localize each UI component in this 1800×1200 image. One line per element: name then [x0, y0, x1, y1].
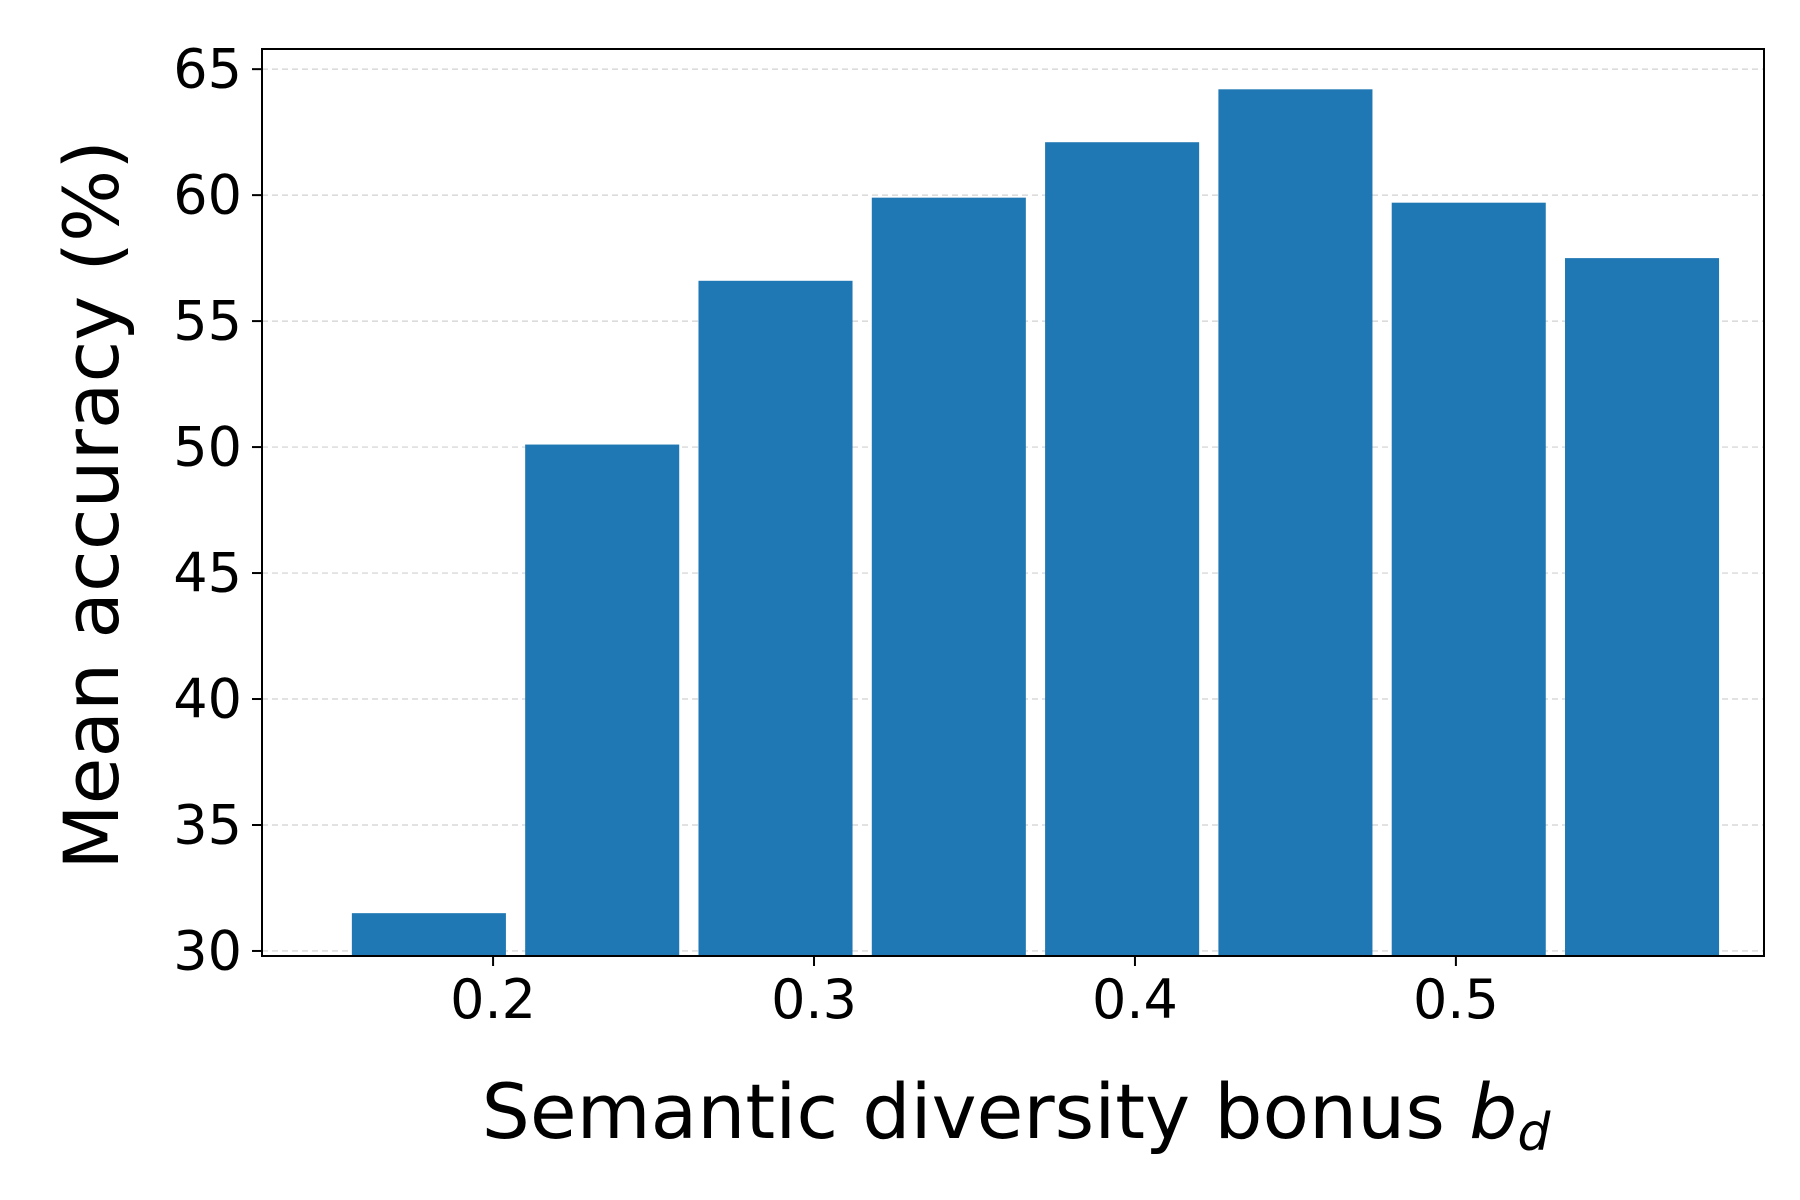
- bar: [525, 444, 680, 956]
- y-tick-label: 50: [173, 416, 242, 479]
- x-tick-label: 0.4: [1092, 968, 1178, 1031]
- y-tick-label: 30: [173, 919, 242, 982]
- x-tick-label: 0.5: [1413, 968, 1499, 1031]
- bar: [1391, 202, 1546, 957]
- x-tick-label: 0.2: [450, 968, 536, 1031]
- x-axis-label: Semantic diversity bonus bd: [482, 1067, 1552, 1163]
- bar: [1565, 258, 1720, 956]
- y-tick-label: 45: [173, 542, 242, 605]
- bar: [871, 197, 1026, 956]
- x-tick-label: 0.3: [771, 968, 857, 1031]
- bar: [1045, 142, 1200, 956]
- bar: [1218, 89, 1373, 957]
- x-axis-ticks: 0.2 0.3 0.4 0.5: [450, 956, 1499, 1031]
- y-tick-label: 55: [173, 290, 242, 353]
- y-tick-label: 65: [173, 38, 242, 101]
- y-tick-label: 40: [173, 668, 242, 731]
- y-tick-label: 60: [173, 164, 242, 227]
- y-axis-ticks: 30 35 40 45 50 55 60 65: [173, 38, 262, 982]
- y-tick-label: 35: [173, 793, 242, 856]
- bar: [698, 280, 853, 956]
- plot-frame: [261, 48, 1765, 957]
- bars: [351, 89, 1720, 957]
- bar: [351, 913, 506, 956]
- y-axis-label: Mean accuracy (%): [47, 140, 136, 870]
